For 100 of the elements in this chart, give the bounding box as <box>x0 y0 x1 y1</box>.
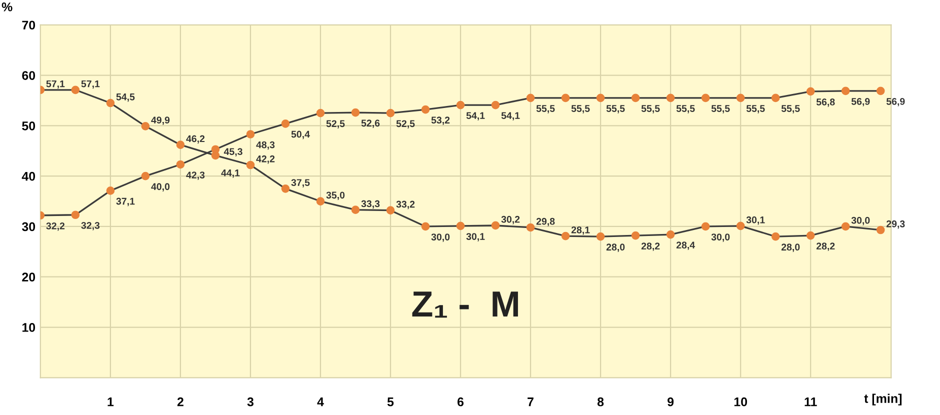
data-label: 52,6 <box>361 120 380 128</box>
point <box>386 108 395 118</box>
point <box>771 94 780 102</box>
data-label: 28,1 <box>571 226 590 235</box>
data-label: 55,5 <box>676 105 695 114</box>
data-label: 46,2 <box>186 135 205 144</box>
point <box>71 86 80 94</box>
point <box>456 100 465 110</box>
data-label: 50,4 <box>291 130 310 140</box>
data-label: 55,5 <box>536 105 555 114</box>
point <box>386 206 395 215</box>
point <box>316 108 325 118</box>
data-label: 56,9 <box>886 98 905 106</box>
data-label: 32,2 <box>46 222 65 231</box>
data-label: 56,8 <box>816 98 835 107</box>
data-label: 44,1 <box>221 170 240 178</box>
point <box>806 87 815 96</box>
data-label: 49,9 <box>151 116 170 125</box>
point <box>841 222 850 231</box>
data-label: 28,4 <box>676 242 695 250</box>
point <box>876 226 885 234</box>
data-label: 57,1 <box>46 80 65 89</box>
y-tick-label: 60 <box>22 71 36 80</box>
x-tick-label: 7 <box>528 398 534 406</box>
data-label: 52,5 <box>326 120 345 128</box>
point <box>666 94 675 102</box>
data-label: 32,3 <box>81 222 100 230</box>
point <box>281 120 290 128</box>
data-label: 30,0 <box>711 234 730 242</box>
x-tick-label: 3 <box>247 397 254 406</box>
point <box>71 210 80 220</box>
point <box>561 232 570 240</box>
point <box>631 231 640 240</box>
x-tick-label: 8 <box>597 397 604 406</box>
point <box>421 222 430 231</box>
data-label: 54,1 <box>501 112 520 120</box>
point <box>736 94 745 102</box>
point <box>491 100 500 110</box>
x-tick-label: 5 <box>387 398 394 406</box>
data-label: 37,1 <box>116 198 135 206</box>
point <box>526 223 535 232</box>
data-label: 55,5 <box>606 105 625 114</box>
data-label: 30,0 <box>431 234 450 242</box>
y-tick-label: 50 <box>22 121 36 130</box>
point <box>771 232 780 241</box>
data-label: 33,3 <box>361 200 380 209</box>
point <box>841 86 850 96</box>
data-label: 30,2 <box>501 216 520 224</box>
point <box>246 130 255 138</box>
point <box>701 222 710 231</box>
data-label: 55,5 <box>641 105 660 114</box>
data-label: 33,2 <box>396 200 415 210</box>
point <box>526 94 535 102</box>
point <box>876 86 885 96</box>
point <box>596 232 605 241</box>
point <box>596 94 605 102</box>
data-label: 40,0 <box>151 183 170 192</box>
point <box>141 122 150 130</box>
point <box>561 94 570 102</box>
point <box>316 197 325 206</box>
data-label: 30,1 <box>466 233 485 242</box>
data-label: 35,0 <box>326 192 345 200</box>
data-label: 28,0 <box>781 244 800 252</box>
y-axis-title: % <box>2 2 12 12</box>
data-label: 28,2 <box>641 242 660 251</box>
point <box>141 172 150 180</box>
data-label: 28,2 <box>816 242 835 251</box>
y-tick-label: 30 <box>22 222 36 232</box>
annotation: Z₁ - M <box>412 292 518 318</box>
data-label: 45,3 <box>224 148 242 156</box>
data-label: 29,8 <box>536 218 555 226</box>
point <box>701 94 710 102</box>
x-tick-label: 6 <box>458 397 464 406</box>
x-tick-label: 11 <box>804 398 817 406</box>
point <box>631 94 640 102</box>
x-tick-label: 10 <box>734 397 748 406</box>
point <box>246 160 255 170</box>
y-tick-label: 10 <box>22 323 36 332</box>
y-tick-label: 70 <box>22 20 36 30</box>
data-label: 53,2 <box>431 116 450 125</box>
point <box>491 221 500 230</box>
x-tick-label: 2 <box>177 397 184 406</box>
point <box>106 98 115 108</box>
point <box>106 186 115 195</box>
x-tick-label: 1 <box>108 398 114 406</box>
data-label: 52,5 <box>396 120 415 128</box>
data-label: 54,1 <box>466 112 485 120</box>
data-label: 42,2 <box>256 155 275 164</box>
data-label: 55,5 <box>711 105 730 114</box>
point <box>421 105 430 114</box>
point <box>456 222 465 230</box>
point <box>176 160 185 169</box>
x-tick-label: 9 <box>668 397 674 406</box>
data-label: 55,5 <box>781 105 800 114</box>
x-tick-label: 4 <box>317 398 324 406</box>
point <box>281 184 290 193</box>
data-label: 30,0 <box>851 216 870 226</box>
data-label: 55,5 <box>571 105 590 114</box>
point <box>806 231 815 240</box>
data-label: 56,9 <box>851 98 870 106</box>
